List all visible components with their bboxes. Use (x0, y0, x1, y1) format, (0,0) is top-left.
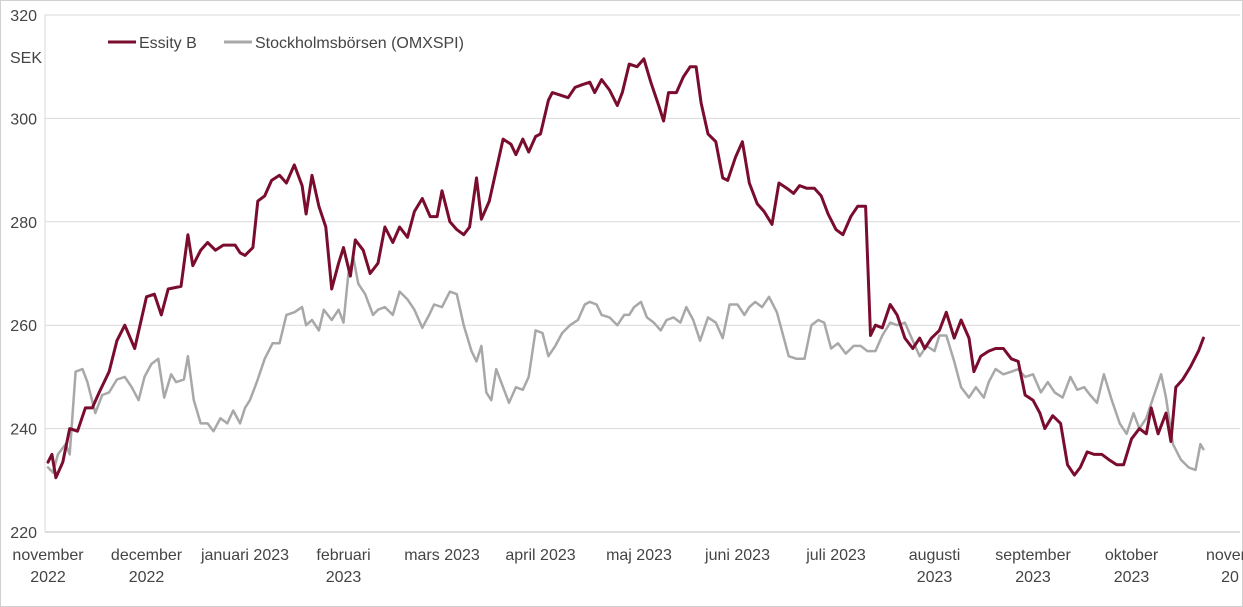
x-tick-label-0-line2: 2022 (30, 569, 66, 586)
gridlines (44, 14, 1240, 533)
x-tick-label-6: maj 2023 (606, 547, 672, 564)
x-tick-label-10: september (995, 547, 1071, 564)
series-line-0 (46, 57, 1205, 480)
x-tick-label-9-line2: 2023 (917, 569, 953, 586)
series-lines (46, 57, 1205, 480)
x-tick-label-11-line2: 2023 (1114, 569, 1150, 586)
y-tick-label-300: 300 (10, 111, 37, 128)
x-tick-label-2: januari 2023 (200, 547, 289, 564)
y-tick-label-240: 240 (10, 422, 37, 439)
x-tick-label-1-line2: 2022 (129, 569, 165, 586)
x-tick-label-4: mars 2023 (404, 547, 480, 564)
y-axis-ticks: 220 240 260 280 300 320 (10, 8, 37, 542)
legend-label-omxspi: Stockholmsbörsen (OMXSPI) (255, 35, 464, 52)
x-tick-label-10-line2: 2023 (1015, 569, 1051, 586)
y-tick-label-220: 220 (10, 525, 37, 542)
x-tick-label-11: oktober (1105, 547, 1159, 564)
x-axis-ticks: november 2022 december 2022 januari 2023 febr… (12, 547, 1243, 586)
y-tick-label-320: 320 (10, 8, 37, 25)
x-tick-label-9: augusti (909, 547, 961, 564)
x-tick-label-3: februari (316, 547, 370, 564)
x-tick-label-7: juni 2023 (704, 547, 770, 564)
series-line-1 (46, 256, 1205, 474)
x-tick-label-3-line2: 2023 (326, 569, 362, 586)
legend: Essity B Stockholmsbörsen (OMXSPI) (108, 35, 464, 52)
y-tick-label-260: 260 (10, 318, 37, 335)
x-tick-label-1: december (111, 547, 183, 564)
x-tick-label-8: juli 2023 (805, 547, 866, 564)
y-tick-label-280: 280 (10, 215, 37, 232)
x-tick-label-12: novem (1206, 547, 1243, 564)
x-tick-label-12-line2: 20 (1221, 569, 1239, 586)
legend-label-essity: Essity B (139, 35, 197, 52)
x-tick-label-5: april 2023 (505, 547, 575, 564)
y-axis-unit-label: SEK (10, 50, 42, 67)
x-tick-label-0: november (12, 547, 84, 564)
